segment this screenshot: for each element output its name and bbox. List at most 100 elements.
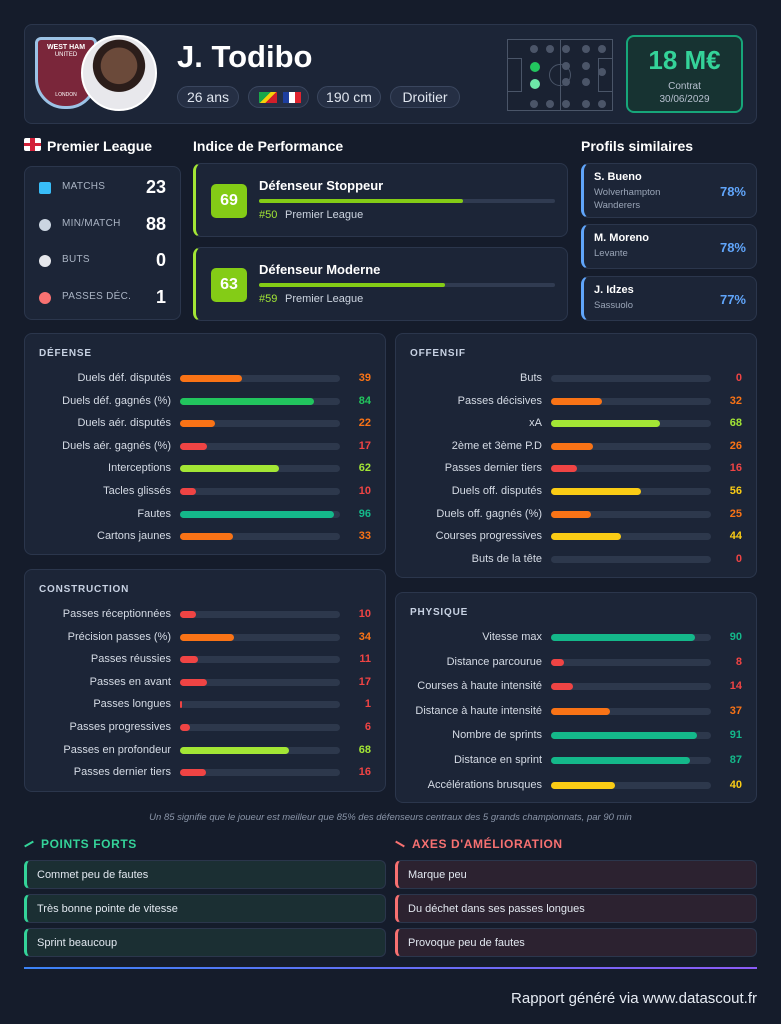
- contract-label: Contrat: [668, 81, 701, 92]
- metric-track: [180, 656, 340, 664]
- metric-value: 6: [364, 721, 371, 733]
- metric-label: Tacles glissés: [103, 485, 171, 497]
- metric-label: Courses à haute intensité: [417, 680, 542, 693]
- section-title: PHYSIQUE: [410, 607, 469, 618]
- pitch-dot: [598, 68, 606, 76]
- metric-track: [180, 724, 340, 731]
- info-pill: Droitier: [390, 86, 460, 108]
- similar-card: J. Idzes Sassuolo 77%: [581, 276, 757, 321]
- similar-club: Wolverhampton Wanderers: [594, 187, 661, 211]
- metric-track: [551, 375, 711, 382]
- metric-label: Nombre de sprints: [452, 729, 542, 742]
- metric-label: Duels off. disputés: [451, 485, 542, 497]
- metric-value: 68: [729, 417, 742, 430]
- weaknesses-item: Marque peu: [395, 860, 757, 889]
- stat-label: BUTS: [62, 254, 90, 265]
- metric-label: Fautes: [137, 507, 171, 520]
- value-card: 18 M€ Contrat 30/06/2029: [626, 35, 743, 113]
- pitch-dot: [598, 45, 606, 53]
- stat-label: MATCHS: [62, 181, 106, 192]
- metric-bar: [551, 420, 660, 428]
- stat-value: 0: [155, 250, 166, 270]
- metric-bar: [180, 746, 289, 754]
- section-title: OFFENSIF: [410, 348, 466, 359]
- metric-track: [551, 707, 711, 715]
- metric-track: [551, 555, 711, 563]
- similar-name: S. Bueno: [594, 171, 642, 183]
- metric-bar: [551, 510, 591, 518]
- similar-pct: 77%: [719, 291, 746, 307]
- pitch-dot: [562, 78, 570, 86]
- section-card: PHYSIQUE Vitesse max 90 Distance parcourue 8…: [395, 592, 757, 803]
- metric-bar: [551, 465, 577, 473]
- metric-bar: [551, 442, 593, 450]
- league-card: MATCHS 23 MIN/MATCH 88 BUTS 0 PASSES DÉC. 1: [24, 166, 181, 320]
- metric-bar: [551, 634, 695, 641]
- league-title: Premier League: [47, 138, 153, 154]
- metric-bar: [180, 465, 280, 473]
- metric-value: 8: [735, 655, 742, 668]
- metric-value: 17: [358, 439, 371, 452]
- stat-value: 1: [155, 286, 166, 307]
- metric-track: [180, 611, 340, 618]
- rank: #59: [259, 293, 278, 305]
- metric-value: 25: [729, 507, 742, 520]
- stat-icon: [39, 218, 51, 231]
- weaknesses-title: AXES D'AMÉLIORATION: [412, 837, 563, 851]
- pitch-dot-active: [530, 62, 540, 72]
- performance-card: 69 Défenseur Stoppeur #50 Premier League: [193, 163, 568, 237]
- pitch-dot: [546, 45, 554, 53]
- metric-label: Duels aér. disputés: [77, 417, 171, 430]
- metric-label: xA: [529, 417, 542, 430]
- pitch-dot: [598, 100, 606, 108]
- rank-league: Premier League: [285, 293, 364, 305]
- stat-label: MIN/MATCH: [62, 217, 121, 229]
- metric-bar: [551, 781, 615, 789]
- pitch-dot: [562, 45, 570, 53]
- metric-track: [180, 488, 340, 495]
- metric-label: Interceptions: [108, 462, 171, 475]
- stat-value: 88: [145, 213, 166, 234]
- pitch-dot: [530, 100, 538, 108]
- metric-value: 56: [729, 485, 742, 497]
- metric-value: 33: [358, 530, 371, 543]
- metric-label: Précision passes (%): [67, 630, 171, 643]
- weaknesses-arrow: [395, 840, 405, 848]
- metric-label: Distance à haute intensité: [415, 704, 542, 717]
- strengths-arrow: [24, 840, 34, 848]
- metric-value: 91: [729, 729, 742, 742]
- metric-bar: [551, 488, 641, 495]
- info-pill: 190 cm: [317, 86, 381, 108]
- metric-value: 17: [358, 675, 371, 688]
- metric-bar: [180, 510, 334, 518]
- rank: #50: [259, 209, 278, 221]
- metric-value: 34: [358, 630, 371, 643]
- metric-track: [180, 420, 340, 428]
- metric-value: 87: [729, 754, 742, 766]
- metric-bar: [180, 724, 190, 731]
- metric-label: Accélérations brusques: [427, 778, 542, 791]
- player-photo: [81, 35, 157, 111]
- strengths-item: Très bonne pointe de vitesse: [24, 894, 386, 923]
- similar-name: J. Idzes: [594, 284, 634, 296]
- section-title: CONSTRUCTION: [39, 584, 130, 595]
- position-pitch: [507, 39, 613, 111]
- metric-label: Passes en profondeur: [63, 743, 171, 756]
- stat-icon: [39, 255, 51, 267]
- similar-card: M. Moreno Levante 78%: [581, 224, 757, 269]
- metric-label: Duels déf. gagnés (%): [62, 394, 171, 407]
- pitch-dot: [582, 45, 590, 53]
- metric-bar: [551, 658, 564, 666]
- metric-label: Duels déf. disputés: [77, 372, 171, 384]
- weaknesses-text: Du déchet dans ses passes longues: [408, 903, 585, 915]
- metric-track: [551, 658, 711, 666]
- metric-label: Passes réussies: [90, 653, 171, 666]
- metric-track: [551, 397, 711, 405]
- pitch-dot: [582, 78, 590, 86]
- score-bar: [259, 283, 446, 287]
- metric-track: [551, 442, 711, 450]
- metric-value: 10: [358, 608, 371, 620]
- strengths-title: POINTS FORTS: [41, 837, 137, 851]
- metric-label: Cartons jaunes: [97, 530, 171, 543]
